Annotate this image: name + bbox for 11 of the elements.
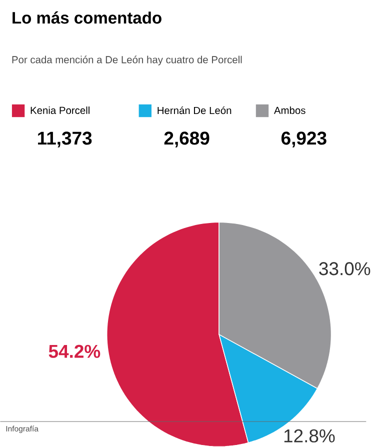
chart-title: Lo más comentado xyxy=(12,11,162,24)
data-label: 12.8% xyxy=(284,429,335,442)
text: 11,373 xyxy=(38,132,92,148)
data-label: 54.2% xyxy=(48,344,100,358)
data-label: 33.0% xyxy=(319,262,370,276)
chart-subtitle: Por cada mención a De León hay cuatro de Porcell xyxy=(12,56,242,66)
legend-label: Ambos xyxy=(274,106,306,114)
legend-label: Hernán De León xyxy=(158,106,232,114)
legend-label: Kenia Porcell xyxy=(30,106,90,114)
text: 6,923 xyxy=(281,132,326,148)
text: 2,689 xyxy=(164,132,210,148)
